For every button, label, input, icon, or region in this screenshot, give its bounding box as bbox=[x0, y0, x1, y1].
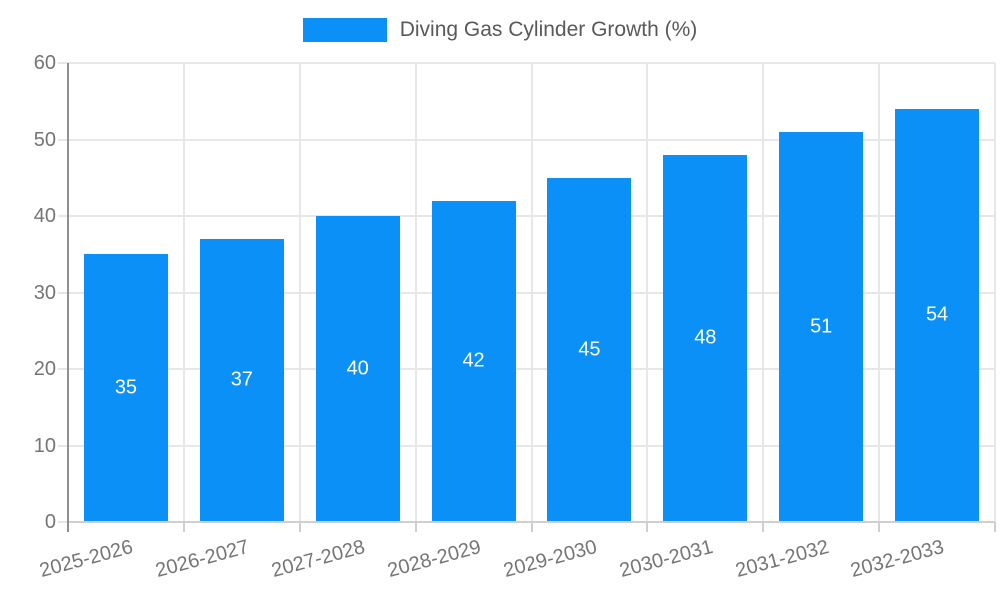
bar-value-label: 45 bbox=[578, 338, 601, 361]
y-axis-tick-label: 50 bbox=[33, 128, 56, 151]
bar-2028-2029 bbox=[431, 200, 516, 521]
bar-value-label: 37 bbox=[230, 368, 253, 391]
bar-2025-2026 bbox=[83, 254, 168, 521]
x-axis-tick bbox=[414, 522, 417, 532]
x-axis-tick-label: 2030-2031 bbox=[616, 536, 716, 583]
x-axis-tick-label: 2026-2027 bbox=[153, 536, 252, 583]
bar-2027-2028 bbox=[315, 216, 400, 521]
x-axis-tick bbox=[762, 522, 765, 532]
gridline-vertical bbox=[878, 63, 881, 522]
y-axis-tick-label: 40 bbox=[33, 205, 56, 227]
x-axis-tick-label: 2031-2032 bbox=[732, 536, 831, 583]
y-axis-tick-label: 0 bbox=[44, 511, 56, 533]
x-axis-tick bbox=[182, 522, 185, 532]
x-axis-tick-label: 2028-2029 bbox=[385, 536, 484, 583]
y-axis-tick bbox=[58, 215, 68, 217]
x-axis-tick-label: 2032-2033 bbox=[848, 536, 947, 583]
bar-2026-2027 bbox=[199, 238, 284, 521]
bar-2031-2032 bbox=[779, 131, 864, 521]
gridline-vertical bbox=[182, 63, 185, 522]
bar-value-label: 40 bbox=[346, 357, 369, 380]
bar-value-label: 51 bbox=[810, 315, 833, 338]
legend[interactable]: Diving Gas Cylinder Growth (%) bbox=[0, 18, 1000, 42]
gridline-vertical bbox=[994, 63, 996, 522]
gridline-vertical bbox=[646, 63, 649, 522]
gridline-vertical bbox=[298, 63, 301, 522]
bar-value-label: 42 bbox=[462, 349, 485, 372]
x-axis-tick bbox=[530, 522, 533, 532]
bar-2029-2030 bbox=[547, 177, 632, 521]
x-axis-tick bbox=[298, 522, 301, 532]
y-axis-tick-label: 10 bbox=[33, 434, 56, 457]
bar-value-label: 35 bbox=[114, 376, 138, 399]
bar-2030-2031 bbox=[663, 154, 748, 521]
x-axis-tick bbox=[646, 522, 649, 532]
y-axis-line bbox=[67, 63, 69, 532]
y-axis-tick-label: 60 bbox=[33, 52, 56, 74]
y-axis-tick-label: 20 bbox=[33, 358, 56, 380]
y-axis-tick-label: 30 bbox=[33, 281, 56, 304]
bar-value-label: 48 bbox=[694, 326, 717, 349]
y-axis-tick bbox=[58, 444, 68, 447]
bar-2032-2033 bbox=[895, 108, 980, 521]
x-axis-tick-label: 2027-2028 bbox=[269, 536, 368, 583]
x-axis-line bbox=[68, 521, 995, 523]
y-axis-tick bbox=[58, 62, 68, 64]
legend-swatch-icon bbox=[302, 18, 387, 42]
gridline-vertical bbox=[414, 63, 417, 522]
legend-label: Diving Gas Cylinder Growth (%) bbox=[399, 18, 698, 41]
bar-value-label: 54 bbox=[925, 303, 949, 326]
x-axis-tick-label: 2025-2026 bbox=[37, 536, 136, 583]
y-axis-tick bbox=[58, 521, 68, 523]
x-axis-tick bbox=[878, 522, 881, 532]
y-axis-tick bbox=[58, 368, 68, 370]
gridline-vertical bbox=[530, 63, 533, 522]
y-axis-tick bbox=[58, 291, 68, 294]
x-axis-tick bbox=[994, 522, 996, 532]
x-axis-tick-label: 2029-2030 bbox=[501, 536, 600, 583]
gridline-vertical bbox=[762, 63, 765, 522]
y-axis-tick bbox=[58, 138, 68, 141]
